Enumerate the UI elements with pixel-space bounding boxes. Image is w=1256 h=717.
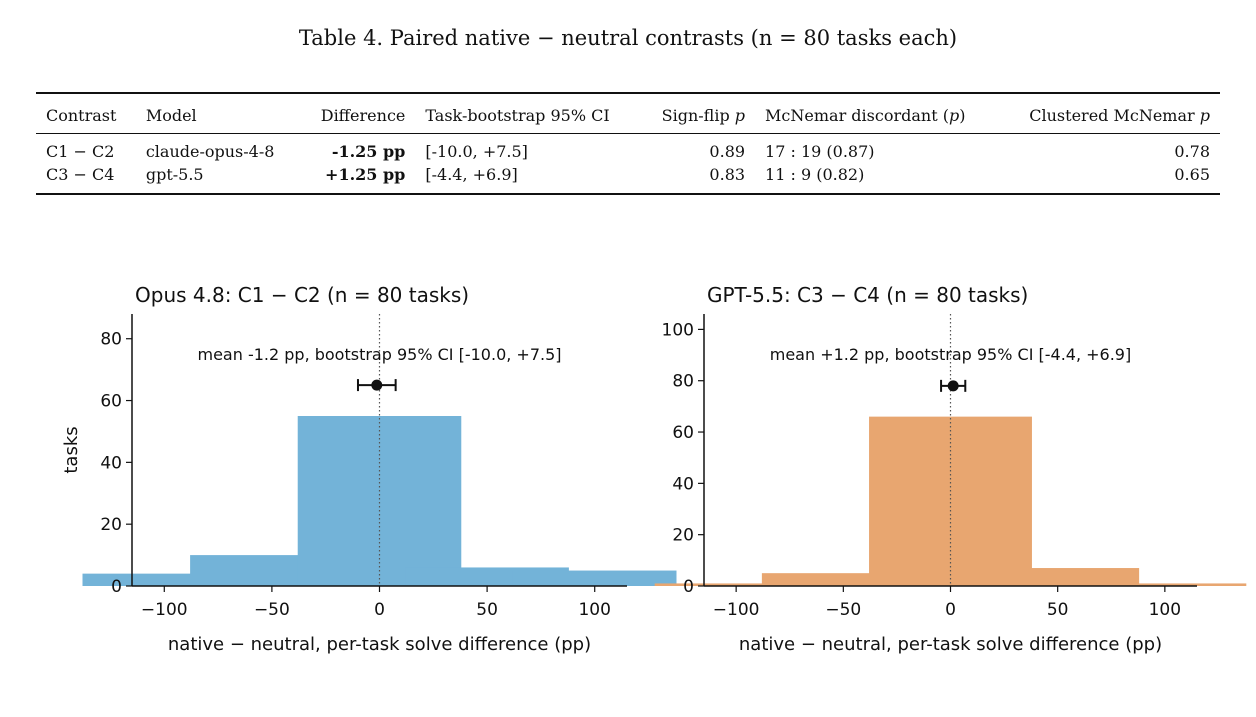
chart2-x-tick-label: −50 xyxy=(825,600,861,620)
cell-mcnemar: 17 : 19 (0.87) xyxy=(765,142,875,161)
chart1-x-tick-label: −50 xyxy=(254,600,290,620)
chart1-mean-point xyxy=(371,379,383,391)
header-clustered: Clustered McNemar p xyxy=(1029,106,1210,125)
cell-signflip: 0.89 xyxy=(709,142,746,161)
header-contrast: Contrast xyxy=(46,106,117,125)
results-table: Contrast Model Difference Task-bootstrap… xyxy=(36,92,1220,195)
chart1-y-tick-label: 40 xyxy=(100,453,122,473)
chart1-x-tick-label: 0 xyxy=(374,600,385,620)
header-difference: Difference xyxy=(320,106,406,125)
chart2-mean-point xyxy=(947,380,959,392)
chart2-x-axis-label: native − neutral, per-task solve differe… xyxy=(739,634,1162,655)
cell-difference: +1.25 pp xyxy=(325,165,406,184)
chart1-y-tick-label: 60 xyxy=(100,392,122,412)
table-caption: Table 4. Paired native − neutral contras… xyxy=(298,26,958,50)
header-signflip: Sign-flip p xyxy=(661,106,746,125)
header-model: Model xyxy=(145,106,197,125)
histogram-charts: Opus 4.8: C1 − C2 (n = 80 tasks) mean -1.… xyxy=(61,283,1247,655)
chart1-x-tick-label: −100 xyxy=(141,600,188,620)
chart2-x-tick-label: 50 xyxy=(1047,600,1069,620)
chart1-title: Opus 4.8: C1 − C2 (n = 80 tasks) xyxy=(135,283,469,307)
chart1-annotation: mean -1.2 pp, bootstrap 95% CI [-10.0, +… xyxy=(197,345,561,364)
cell-model: gpt-5.5 xyxy=(145,165,204,184)
chart2-annotation: mean +1.2 pp, bootstrap 95% CI [-4.4, +6… xyxy=(770,345,1131,364)
chart2-bar xyxy=(1083,583,1247,586)
cell-signflip: 0.83 xyxy=(709,165,746,184)
chart1-x-axis-label: native − neutral, per-task solve differe… xyxy=(168,634,591,655)
chart1-x-tick-label: 50 xyxy=(476,600,498,620)
chart1-x-tick-label: 100 xyxy=(578,600,610,620)
chart1-y-tick-label: 20 xyxy=(100,515,122,535)
cell-mcnemar: 11 : 9 (0.82) xyxy=(765,165,865,184)
header-mcnemar: McNemar discordant (p) xyxy=(765,106,966,125)
cell-clustered: 0.65 xyxy=(1174,165,1210,184)
cell-clustered: 0.78 xyxy=(1174,142,1210,161)
header-ci: Task-bootstrap 95% CI xyxy=(425,106,610,125)
chart2-title: GPT-5.5: C3 − C4 (n = 80 tasks) xyxy=(707,283,1028,307)
chart2-x-tick-label: −100 xyxy=(713,600,760,620)
chart1-y-tick-label: 80 xyxy=(100,330,122,350)
cell-difference: -1.25 pp xyxy=(331,142,406,161)
chart2-y-tick-label: 80 xyxy=(672,372,694,392)
chart1-y-axis-label: tasks xyxy=(61,426,82,473)
chart1-bar xyxy=(297,416,462,586)
chart1-y-tick-label: 0 xyxy=(111,577,122,597)
chart2-y-tick-label: 40 xyxy=(672,474,694,494)
chart2-y-tick-label: 60 xyxy=(672,423,694,443)
chart2-bar xyxy=(654,583,818,586)
cell-contrast: C1 − C2 xyxy=(46,142,115,161)
chart2-x-tick-label: 100 xyxy=(1149,600,1181,620)
cell-ci: [-10.0, +7.5] xyxy=(425,142,528,161)
table-header-row: Contrast Model Difference Task-bootstrap… xyxy=(36,93,1220,134)
chart2-y-tick-label: 0 xyxy=(683,577,694,597)
chart2-bar xyxy=(869,416,1032,586)
chart2-bar xyxy=(976,568,1140,586)
table-row: C3 − C4 gpt-5.5 +1.25 pp [-4.4, +6.9] 0.… xyxy=(36,163,1220,194)
chart2-y-tick-label: 100 xyxy=(662,320,694,340)
table-row: C1 − C2 claude-opus-4-8 -1.25 pp [-10.0,… xyxy=(36,134,1220,164)
chart2-y-tick-label: 20 xyxy=(672,526,694,546)
cell-model: claude-opus-4-8 xyxy=(145,142,275,161)
chart1-bar xyxy=(512,570,677,586)
cell-contrast: C3 − C4 xyxy=(46,165,115,184)
chart2-x-tick-label: 0 xyxy=(945,600,956,620)
cell-ci: [-4.4, +6.9] xyxy=(425,165,518,184)
